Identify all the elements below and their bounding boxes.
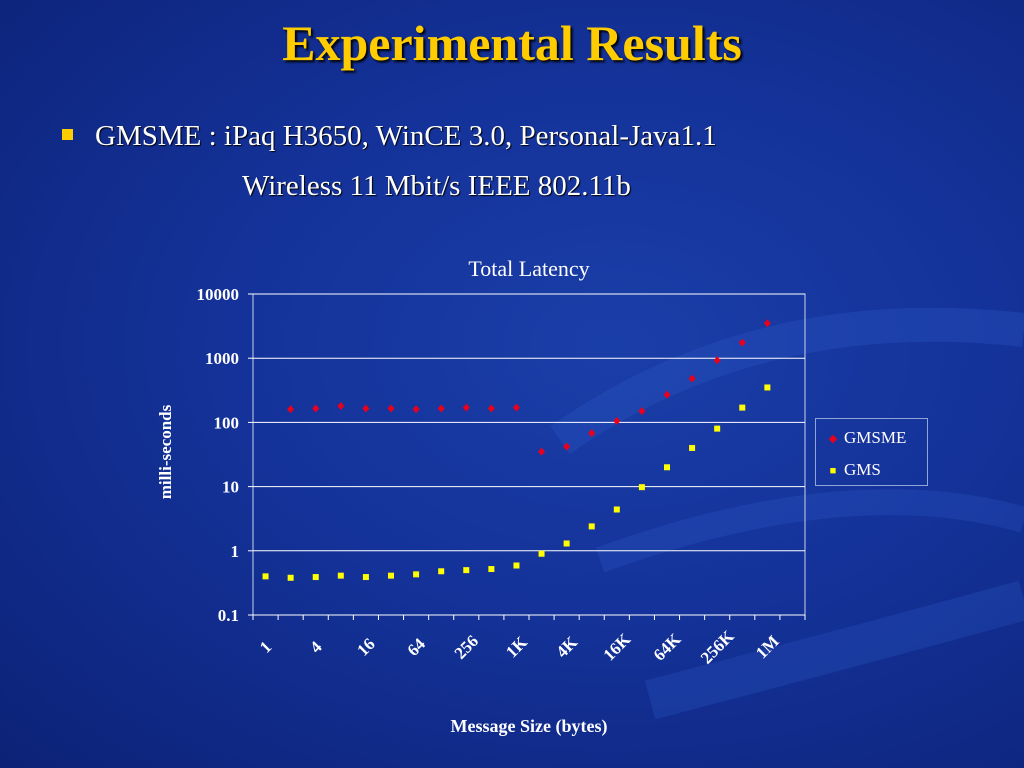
gms-point — [262, 573, 269, 580]
gms-point — [337, 572, 344, 579]
x-tick-label: 256 — [451, 631, 482, 662]
y-axis-label: milli-seconds — [156, 404, 175, 500]
gms-point — [613, 506, 620, 513]
x-tick-label: 1M — [752, 632, 783, 663]
bullet-point: GMSME : iPaq H3650, WinCE 3.0, Personal-… — [62, 120, 717, 153]
gms-point — [287, 574, 294, 581]
y-tick-label: 100 — [214, 413, 240, 432]
x-tick-label: 64K — [650, 629, 685, 664]
gmsme-point — [638, 407, 646, 416]
y-tick-label: 0.1 — [218, 606, 239, 625]
square-bullet-icon — [62, 128, 73, 140]
gmsme-point — [613, 417, 621, 426]
gmsme-point — [688, 374, 696, 383]
legend-label-gms: GMS — [844, 460, 881, 479]
legend-item-gms: ■ GMS — [826, 459, 881, 481]
x-tick-label: 1K — [502, 632, 531, 661]
y-tick-label: 10 — [222, 478, 239, 497]
gmsme-point — [387, 404, 395, 413]
gms-point — [362, 574, 369, 581]
plot-area — [252, 293, 806, 616]
gms-point — [739, 404, 746, 411]
legend-label-gmsme: GMSME — [844, 428, 907, 447]
gmsme-point — [512, 403, 520, 412]
gms-point — [413, 571, 420, 578]
x-axis-label: Message Size (bytes) — [450, 716, 608, 736]
gmsme-point — [362, 404, 370, 413]
gms-point — [488, 566, 495, 573]
diamond-marker-icon: ◆ — [828, 433, 838, 446]
gmsme-point — [663, 390, 671, 399]
y-tick-label: 10000 — [197, 285, 240, 304]
gmsme-point — [538, 447, 546, 456]
gmsme-point — [312, 404, 320, 413]
gmsme-point — [713, 356, 721, 365]
gms-point — [438, 568, 445, 575]
gmsme-point — [588, 429, 596, 438]
gms-point — [312, 574, 319, 581]
bullet-subline: Wireless 11 Mbit/s IEEE 802.11b — [242, 170, 631, 202]
gmsme-point — [563, 442, 571, 451]
gms-point — [689, 444, 696, 451]
x-tick-label: 4K — [552, 632, 581, 661]
gms-point — [588, 523, 595, 530]
gms-point — [563, 540, 570, 547]
gmsme-point — [287, 405, 295, 414]
gms-point — [513, 562, 520, 569]
gmsme-point — [412, 405, 420, 414]
gmsme-point — [462, 403, 470, 412]
y-tick-label: 1000 — [205, 349, 239, 368]
x-tick-label: 16 — [353, 634, 378, 659]
y-tick-label: 1 — [231, 542, 240, 561]
gms-point — [388, 572, 394, 579]
square-marker-icon: ■ — [829, 465, 837, 478]
x-tick-label: 16K — [600, 629, 635, 664]
chart-title: Total Latency — [468, 256, 590, 281]
x-tick-label: 4 — [306, 637, 326, 657]
bullet-text: GMSME : iPaq H3650, WinCE 3.0, Personal-… — [95, 120, 717, 152]
gmsme-point — [487, 404, 495, 413]
chart-legend: ◆ GMSME ■ GMS — [815, 418, 928, 486]
slide-title: Experimental Results — [282, 15, 742, 71]
gmsme-point — [337, 402, 345, 411]
x-tick-label: 256K — [697, 626, 738, 667]
gms-point — [463, 567, 470, 574]
gms-point — [638, 484, 645, 491]
gms-point — [764, 384, 771, 391]
gmsme-point — [437, 404, 445, 413]
gms-point — [664, 464, 670, 471]
x-tick-label: 1 — [256, 637, 275, 656]
gms-point — [538, 550, 545, 557]
legend-item-gmsme: ◆ GMSME — [826, 427, 907, 449]
x-tick-label: 64 — [403, 634, 429, 660]
gmsme-point — [738, 338, 746, 347]
gmsme-point — [763, 319, 771, 328]
gms-point — [714, 425, 721, 432]
